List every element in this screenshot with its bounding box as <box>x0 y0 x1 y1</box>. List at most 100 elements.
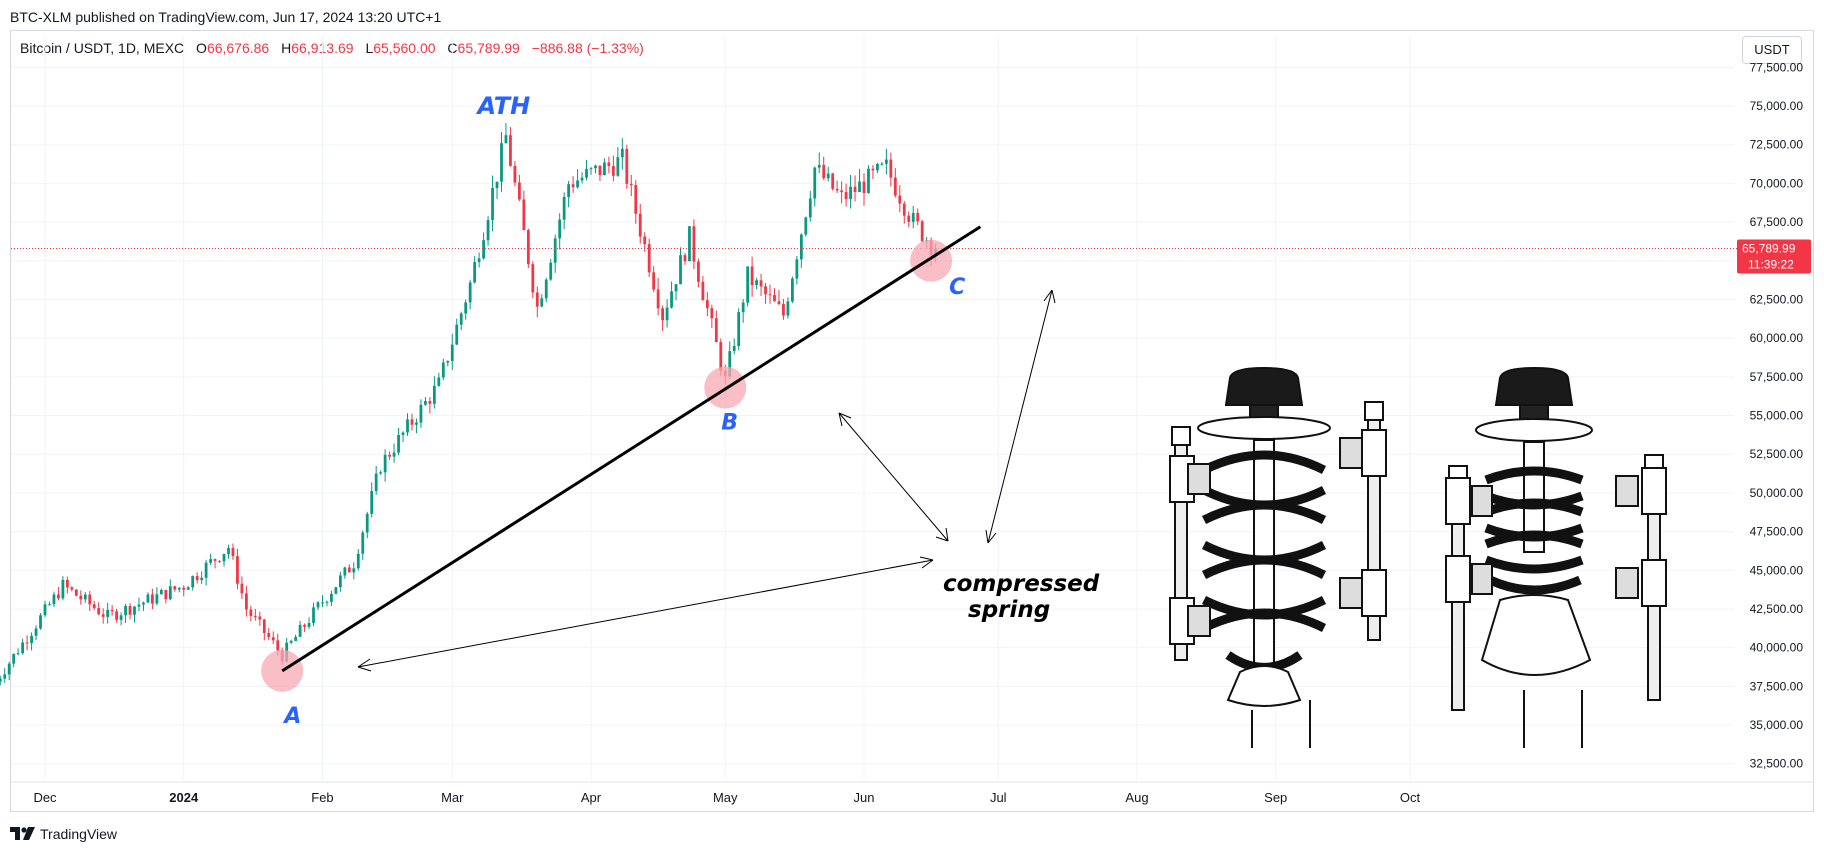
candle-body <box>504 135 508 144</box>
x-tick-label: Apr <box>581 790 602 805</box>
candle-body <box>137 604 141 607</box>
candle-body <box>450 344 454 361</box>
candle-body <box>397 434 400 453</box>
spring-illustration <box>1169 366 1667 748</box>
candle-body <box>920 221 924 242</box>
y-tick-label: 32,500.00 <box>1750 757 1804 771</box>
candle-body <box>388 454 391 457</box>
y-tick-label: 55,000.00 <box>1750 409 1804 423</box>
candle-body <box>115 611 118 620</box>
annotation-arrows <box>357 289 1056 672</box>
candle-body <box>347 567 351 573</box>
arrow-to-b <box>838 412 949 542</box>
candle-body <box>670 291 673 308</box>
change-value: −886.88 (−1.33%) <box>531 40 644 56</box>
candle-body <box>209 559 212 563</box>
y-tick-label: 50,000.00 <box>1750 486 1804 500</box>
candle-body <box>52 594 56 605</box>
candle-body <box>424 401 427 405</box>
candle-body <box>732 345 736 352</box>
candle-body <box>222 553 226 562</box>
y-tick-label: 52,500.00 <box>1750 447 1804 461</box>
candle-body <box>719 342 723 371</box>
candle-body <box>558 219 562 239</box>
candle-body <box>831 173 835 189</box>
candle-body <box>697 261 700 282</box>
candle-body <box>321 602 324 604</box>
currency-button[interactable]: USDT <box>1742 36 1802 64</box>
candle-body <box>16 653 20 655</box>
candle-body <box>679 255 682 285</box>
candle-body <box>245 593 248 610</box>
candle-body <box>48 604 51 606</box>
candle-body <box>603 162 606 176</box>
candle-body <box>79 595 83 600</box>
candle-body <box>858 181 861 193</box>
candle-body <box>482 240 485 259</box>
candle-body <box>441 362 445 378</box>
candle-body <box>652 272 656 290</box>
x-tick-label: Jul <box>990 790 1007 805</box>
y-tick-label: 75,000.00 <box>1750 99 1804 113</box>
candle-body <box>889 159 893 178</box>
candle-body <box>871 168 875 171</box>
candle-body <box>643 236 647 245</box>
symbol-label[interactable]: Bitcoin / USDT, 1D, MEXC <box>20 40 185 56</box>
x-tick-label: Mar <box>441 790 464 805</box>
candle-body <box>338 575 342 588</box>
tradingview-logo-icon <box>10 827 35 840</box>
candle-body <box>509 135 512 166</box>
price-axis[interactable]: 32,500.00 35,000.00 37,500.00 40,000.00 42,5… <box>1750 60 1804 770</box>
candle-body <box>598 165 602 176</box>
candle-body <box>849 186 852 200</box>
y-tick-label: 40,000.00 <box>1750 641 1804 655</box>
candle-body <box>692 226 696 262</box>
candle-body <box>688 226 691 262</box>
point-b-label: B <box>721 411 738 436</box>
candle-body <box>755 280 758 286</box>
candle-body <box>30 635 33 644</box>
candle-body <box>656 289 660 309</box>
candle-body <box>808 198 812 218</box>
candle-body <box>585 168 588 178</box>
candle-body <box>826 173 830 179</box>
candle-body <box>629 183 633 185</box>
x-tick-label: May <box>713 790 738 805</box>
grid-lines <box>11 36 1734 780</box>
arrow-to-a-head-left <box>357 658 372 672</box>
x-tick-label: Jun <box>854 790 875 805</box>
candle-body <box>862 181 866 194</box>
candle-body <box>258 616 262 620</box>
trendline[interactable] <box>281 225 982 673</box>
candle-body <box>437 377 441 386</box>
candle-body <box>867 168 870 194</box>
marker-circle-c <box>910 239 953 282</box>
candle-body <box>415 422 418 425</box>
candle-body <box>455 324 459 345</box>
candles <box>0 122 937 686</box>
time-axis[interactable]: Dec 2024 Feb Mar Apr May Jun Jul Aug Sep Oct <box>11 781 1813 805</box>
candle-body <box>683 255 687 262</box>
y-tick-label: 67,500.00 <box>1750 215 1804 229</box>
candle-body <box>25 642 29 644</box>
candle-body <box>822 164 826 179</box>
candle-body <box>370 490 374 514</box>
candle-body <box>665 307 669 321</box>
point-c-label: C <box>949 275 965 300</box>
candle-body <box>65 579 69 588</box>
candle-body <box>714 318 718 343</box>
y-tick-label: 47,500.00 <box>1750 525 1804 539</box>
candle-body <box>737 312 741 346</box>
candle-body <box>428 401 432 404</box>
bar-countdown: 11:39:22 <box>1748 258 1794 272</box>
tradingview-footer[interactable]: TradingView <box>10 826 117 842</box>
candle-body <box>759 280 763 287</box>
point-a-label: A <box>282 704 301 729</box>
spring-left <box>1169 366 1387 748</box>
candle-body <box>236 556 239 584</box>
candle-body <box>750 266 754 286</box>
candle-body <box>844 192 848 200</box>
candle-body <box>343 567 347 576</box>
candle-body <box>907 215 911 222</box>
